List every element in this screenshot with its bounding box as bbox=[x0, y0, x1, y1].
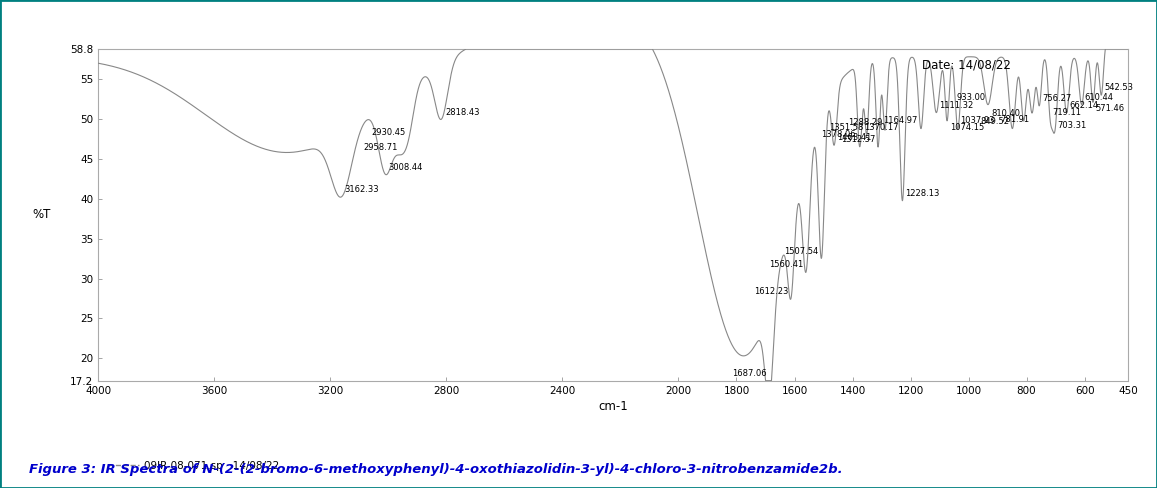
Text: 571.46: 571.46 bbox=[1096, 104, 1125, 113]
Text: 1687.06: 1687.06 bbox=[732, 369, 766, 378]
Text: 1111.32: 1111.32 bbox=[939, 101, 973, 110]
Text: 542.53: 542.53 bbox=[1104, 83, 1133, 92]
Text: Figure 3: IR Spectra of N-(2-(2-bromo-6-methoxyphenyl)-4-oxothiazolidin-3-yl)-4-: Figure 3: IR Spectra of N-(2-(2-bromo-6-… bbox=[29, 463, 842, 476]
Text: 1507.54: 1507.54 bbox=[784, 246, 818, 256]
Text: Date: 14/08/22: Date: 14/08/22 bbox=[922, 59, 1011, 72]
Text: 756.27: 756.27 bbox=[1042, 94, 1071, 103]
Legend: 09IR-08-071.sp · 14/08/22: 09IR-08-071.sp · 14/08/22 bbox=[104, 457, 283, 475]
Text: 1288.29: 1288.29 bbox=[848, 119, 882, 127]
Text: 1351.58: 1351.58 bbox=[830, 123, 864, 132]
Text: 3008.44: 3008.44 bbox=[389, 163, 423, 172]
Text: 662.14: 662.14 bbox=[1069, 101, 1098, 110]
Text: 703.31: 703.31 bbox=[1057, 121, 1086, 130]
Text: 1560.41: 1560.41 bbox=[769, 261, 803, 269]
Y-axis label: %T: %T bbox=[32, 208, 51, 222]
Text: 3162.33: 3162.33 bbox=[344, 185, 378, 194]
Text: 1378.06: 1378.06 bbox=[821, 130, 856, 139]
X-axis label: cm-1: cm-1 bbox=[598, 400, 628, 413]
Text: 1370.17: 1370.17 bbox=[864, 123, 899, 132]
Text: 1037.93: 1037.93 bbox=[960, 116, 995, 125]
Text: 1463.41: 1463.41 bbox=[837, 133, 871, 142]
Text: 1164.97: 1164.97 bbox=[884, 117, 918, 125]
Text: 2930.45: 2930.45 bbox=[371, 128, 406, 137]
Text: 849.52: 849.52 bbox=[980, 117, 1009, 126]
Text: 2818.43: 2818.43 bbox=[445, 108, 480, 117]
Text: 1228.13: 1228.13 bbox=[905, 189, 939, 198]
Text: 2958.71: 2958.71 bbox=[363, 143, 398, 152]
Text: 1612.23: 1612.23 bbox=[754, 287, 788, 296]
Text: 810.40: 810.40 bbox=[992, 109, 1020, 118]
Text: 933.00: 933.00 bbox=[956, 93, 986, 102]
Text: 610.44: 610.44 bbox=[1084, 93, 1113, 102]
Text: 1074.15: 1074.15 bbox=[950, 123, 985, 132]
Text: 719.11: 719.11 bbox=[1053, 108, 1082, 117]
Text: 1312.57: 1312.57 bbox=[841, 135, 875, 144]
Text: 781.91: 781.91 bbox=[1000, 115, 1029, 124]
